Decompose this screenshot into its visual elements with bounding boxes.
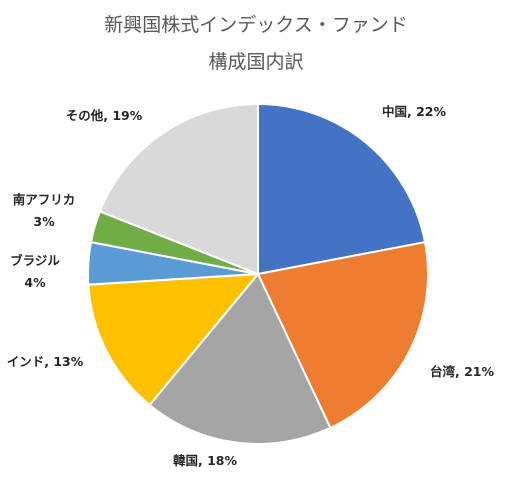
chart-title-line-1: 新興国株式インデックス・ファンド xyxy=(104,14,407,36)
slice-label-5: ブラジル 4% xyxy=(10,253,60,290)
slice-value-6: 3% xyxy=(33,214,55,229)
chart-title-line-2: 構成国内訳 xyxy=(208,51,303,73)
pie-slice-4 xyxy=(87,272,261,407)
slice-label-6: 南アフリカ 3% xyxy=(13,192,76,229)
pie-labels: 中国, 22% 台湾, 21% 韓国, 18% インド, 13% ブラジル 4% 南アフリカ… xyxy=(7,104,495,468)
slice-label-7: その他, 19% xyxy=(66,108,143,123)
slice-label-1: 中国, 22% xyxy=(382,104,446,119)
slice-category-5: ブラジル xyxy=(10,253,60,268)
slice-label-3: 韓国, 18% xyxy=(173,453,237,468)
slice-label-2: 台湾, 21% xyxy=(430,364,494,379)
slice-value-5: 4% xyxy=(24,275,46,290)
pie-slices xyxy=(87,102,429,445)
pie-slice-7 xyxy=(98,102,259,276)
slice-category-6: 南アフリカ xyxy=(13,192,76,207)
pie-slice-1 xyxy=(257,102,427,276)
pie-slice-3 xyxy=(148,272,332,445)
pie-slice-2 xyxy=(256,240,429,430)
slice-label-4: インド, 13% xyxy=(7,354,84,369)
